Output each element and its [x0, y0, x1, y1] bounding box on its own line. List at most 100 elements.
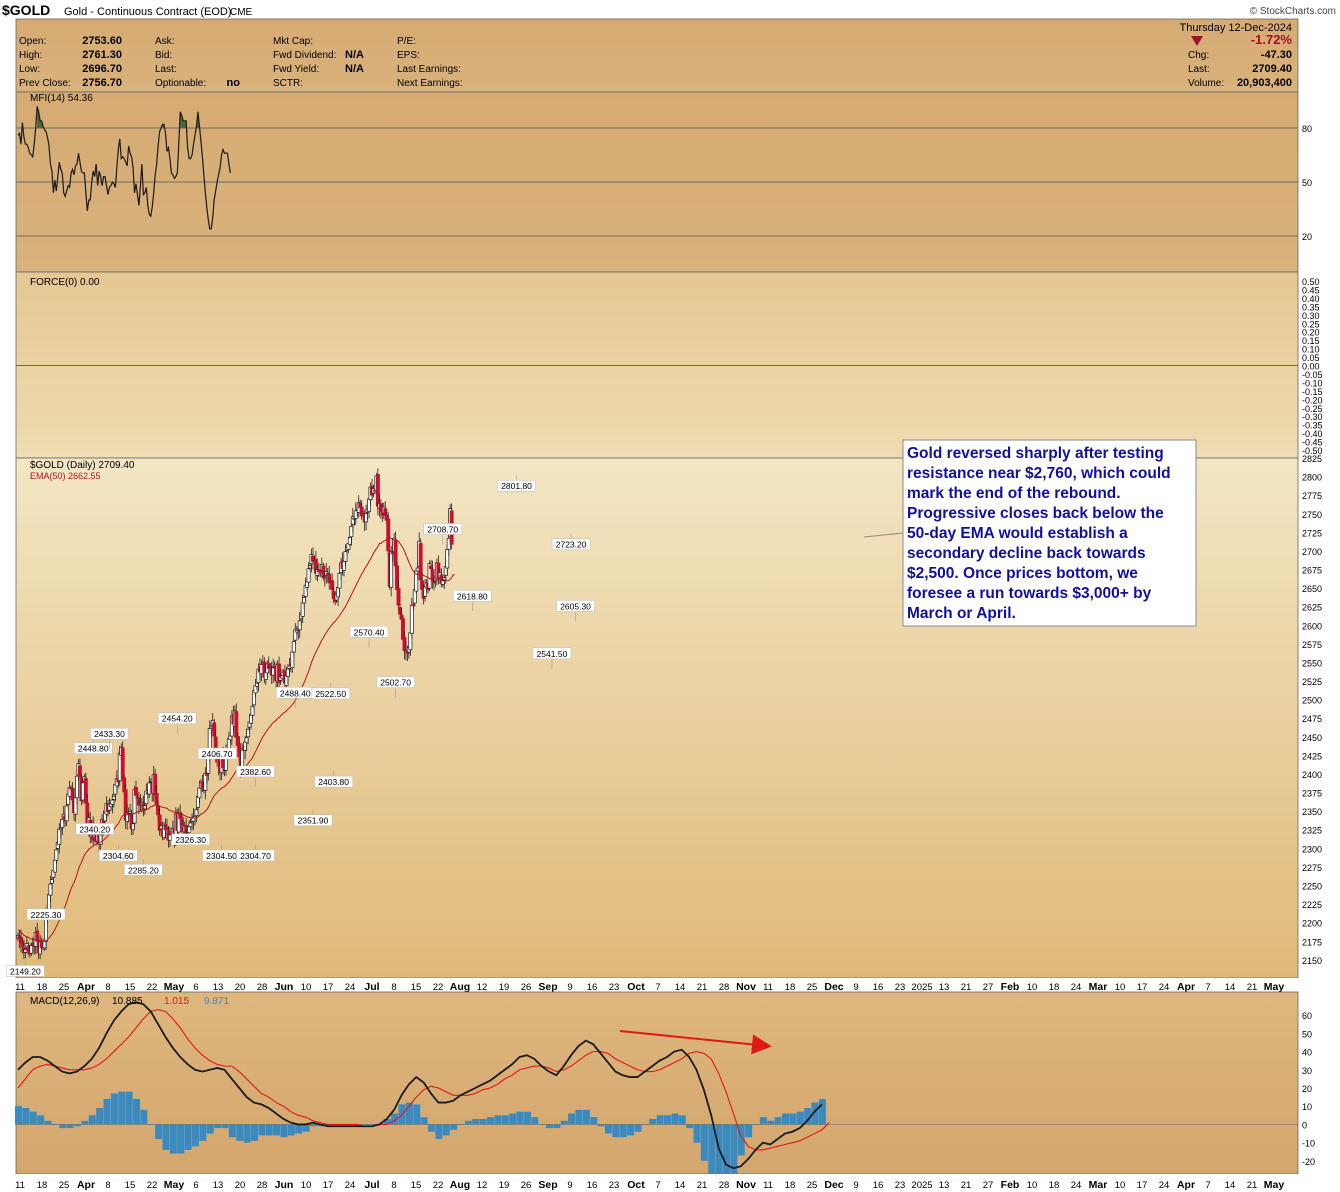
x-tick-label: 24	[1159, 982, 1170, 993]
force-tick-label: 0.05	[1302, 353, 1320, 363]
price-tick-label: 2275	[1302, 863, 1322, 873]
x-tick-label: 10	[1027, 982, 1038, 993]
mfi-title: MFI(14) 54.36	[30, 93, 93, 104]
annotation-label: 2488.40	[280, 688, 311, 698]
x-tick-label: 21	[1247, 1180, 1258, 1191]
x-tick-label: 13	[939, 1180, 950, 1191]
x-tick-label: 23	[895, 1180, 906, 1191]
x-tick-label: Jun	[275, 981, 294, 993]
quote-label: Prev Close:	[19, 78, 71, 89]
annotation-label: 2605.30	[560, 601, 591, 611]
macd-hist-bar	[811, 1102, 819, 1125]
macd-hist-bar	[44, 1120, 52, 1125]
annotation-box	[497, 479, 536, 492]
macd-hist-bar	[81, 1120, 89, 1125]
annotation-label: 2406.70	[202, 749, 233, 759]
quote-label: P/E:	[397, 36, 416, 47]
date-line: Thursday 12-Dec-2024	[1179, 22, 1292, 34]
macd-tick-label: 10	[1302, 1102, 1312, 1112]
x-tick-label: May	[164, 1179, 185, 1191]
macd-hist-bar	[523, 1111, 531, 1125]
quote-value: N/A	[345, 63, 364, 75]
x-tick-label: 8	[391, 982, 396, 993]
force-tick-label: 0.50	[1302, 277, 1320, 287]
mfi-tick-label: 20	[1302, 232, 1312, 242]
macd-hist-bar	[310, 1124, 317, 1127]
macd-plot: 60 50 40 30 20 10 0 -10 -20	[15, 1001, 1315, 1192]
force-tick-label: -0.05	[1302, 370, 1323, 380]
quote-label: Volume:	[1188, 78, 1224, 89]
macd-hist-bar	[649, 1118, 657, 1125]
x-axis-bottom-strip	[16, 1174, 1298, 1192]
annotation-box	[314, 775, 353, 788]
macd-hist-bar	[177, 1124, 185, 1154]
x-tick-label: 19	[499, 1180, 510, 1191]
note-line: Progressive closes back below the	[907, 505, 1164, 522]
annotation-box	[551, 538, 591, 550]
x-tick-label: 17	[1137, 982, 1148, 993]
x-tick-label: 23	[895, 982, 906, 993]
x-tick-label: 15	[125, 1180, 136, 1191]
x-tick-label: Jul	[364, 1179, 379, 1191]
note-text: Gold reversed sharply after testing resis…	[907, 445, 1171, 622]
macd-hist-bar	[354, 1124, 362, 1127]
annotation-box	[75, 823, 114, 835]
candle-down	[386, 518, 391, 552]
x-tick-label: 8	[105, 982, 110, 993]
annotation-box	[124, 864, 163, 876]
macd-hist-bar	[664, 1115, 671, 1125]
x-tick-label: 8	[391, 1180, 396, 1191]
force-tick-label: -0.35	[1302, 421, 1323, 431]
macd-hist-bar	[686, 1124, 694, 1129]
x-tick-label: 27	[983, 982, 994, 993]
price-title: $GOLD (Daily) 2709.40	[30, 460, 135, 471]
price-tick-label: 2375	[1302, 789, 1322, 799]
x-tick-label: 12	[477, 982, 488, 993]
price-plot: 2825 2800 2775 2750 2725 2700 2675 2650 2625 2600…	[6, 454, 1322, 977]
note-line: $2,500. Once prices bottom, we	[907, 565, 1138, 582]
quote-label: Fwd Yield:	[273, 64, 319, 75]
force-tick-label: -0.40	[1302, 429, 1323, 439]
macd-hist-bar	[568, 1113, 576, 1125]
annotation-label: 2382.60	[240, 767, 271, 777]
macd-hist-bar	[110, 1093, 118, 1125]
force-title: FORCE(0) 0.00	[30, 277, 100, 288]
instrument-name: Gold - Continuous Contract (EOD)	[64, 6, 232, 18]
x-tick-label: 9	[853, 1180, 858, 1191]
quote-label: Fwd Dividend:	[273, 50, 336, 61]
annotation-label: 2304.50	[206, 851, 237, 861]
price-tick-label: 2250	[1302, 882, 1322, 892]
macd-hist-bar	[420, 1117, 428, 1125]
macd-hist-bar	[162, 1124, 170, 1150]
x-tick-label: May	[1264, 1179, 1285, 1191]
x-tick-label: Oct	[627, 981, 645, 993]
quote-table: Open: 2753.60 High: 2761.30 Low: 2696.70 Prev …	[19, 32, 1292, 89]
macd-hist-bar	[708, 1124, 716, 1181]
macd-panel	[15, 991, 1299, 1175]
macd-tick-label: 30	[1302, 1066, 1312, 1076]
annotation-box	[236, 849, 275, 862]
annotation-label: 2351.90	[298, 816, 329, 826]
x-tick-label: Oct	[627, 1179, 645, 1191]
x-tick-label: 26	[521, 1180, 532, 1191]
macd-hist-bar	[332, 1124, 340, 1127]
annotation-label: 2448.80	[78, 744, 109, 754]
x-tick-label: Apr	[77, 1179, 95, 1191]
force-tick-label: -0.20	[1302, 395, 1323, 405]
macd-line	[17, 1001, 823, 1170]
x-tick-label: 2025	[911, 982, 932, 993]
x-tick-label: 19	[499, 982, 510, 993]
annotation-label: 2433.30	[94, 729, 125, 739]
x-tick-label: 28	[719, 1180, 730, 1191]
pct-change: -1.72%	[1251, 32, 1293, 47]
macd-hist-bar	[59, 1124, 67, 1129]
quote-value: 2761.30	[82, 49, 122, 61]
price-tick-label: 2225	[1302, 900, 1322, 910]
x-tick-label: 10	[301, 1180, 312, 1191]
macd-hist-bar	[782, 1113, 789, 1125]
macd-tick-label: -20	[1302, 1157, 1315, 1167]
x-tick-label: 21	[697, 1180, 708, 1191]
macd-hist-bar	[531, 1117, 539, 1125]
macd-hist-bar	[634, 1124, 642, 1132]
annotation-label: 2304.60	[103, 851, 134, 861]
